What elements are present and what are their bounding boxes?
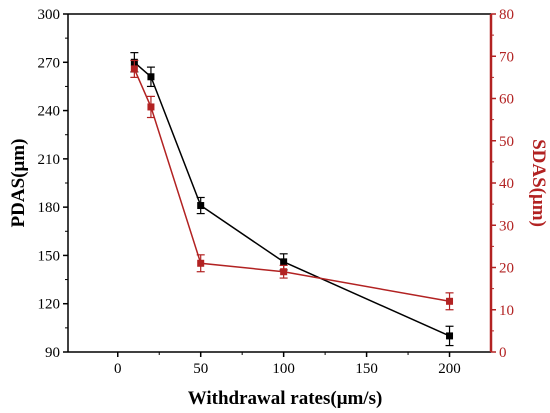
y-axis-title: PDAS(μm) (8, 139, 29, 228)
y2-tick-label-4: 40 (499, 176, 514, 192)
series-1-line (133, 68, 450, 303)
y-tick-label-5: 240 (38, 104, 61, 120)
series-layer (130, 52, 454, 347)
series-1-point-2 (197, 259, 205, 267)
y-tick-label-7: 300 (38, 7, 61, 23)
series-0 (130, 52, 454, 347)
y-tick-label-3: 180 (38, 200, 61, 216)
series-0-line (133, 61, 450, 337)
axes: 0 50 100 150 200 90 120 150 180 210 240 270 300 0 10 20… (38, 7, 515, 377)
y-tick-label-2: 150 (38, 248, 61, 264)
series-0-point-2 (197, 202, 205, 210)
x-tick-label-0: 0 (114, 361, 122, 377)
y2-tick-label-2: 20 (499, 261, 514, 277)
y-tick-label-4: 210 (38, 152, 61, 168)
x-tick-label-4: 200 (438, 361, 461, 377)
series-0-point-3 (280, 258, 288, 266)
series-0-point-4 (446, 332, 454, 340)
x-tick-label-2: 100 (272, 361, 295, 377)
y-tick-label-1: 120 (38, 297, 61, 313)
y2-tick-label-7: 70 (499, 49, 514, 65)
y2-tick-label-1: 10 (499, 303, 514, 319)
x-axis-title: Withdrawal rates(μm/s) (188, 388, 383, 409)
series-0-point-1 (147, 73, 155, 81)
y-tick-label-6: 270 (38, 55, 61, 71)
series-1-point-0 (130, 65, 138, 73)
series-1-point-1 (147, 103, 155, 111)
y2-tick-label-3: 30 (499, 218, 514, 234)
y2-tick-label-6: 60 (499, 92, 514, 108)
y2-tick-label-8: 80 (499, 7, 514, 23)
y2-axis-title: SDAS(μm) (528, 139, 549, 227)
x-tick-label-3: 150 (355, 361, 378, 377)
series-1-point-3 (280, 268, 288, 276)
series-1 (130, 59, 454, 311)
series-1-point-4 (446, 297, 454, 305)
x-tick-label-1: 50 (193, 361, 208, 377)
y-tick-label-0: 90 (45, 345, 60, 361)
y2-tick-label-5: 50 (499, 134, 514, 150)
y2-tick-label-0: 0 (499, 345, 507, 361)
